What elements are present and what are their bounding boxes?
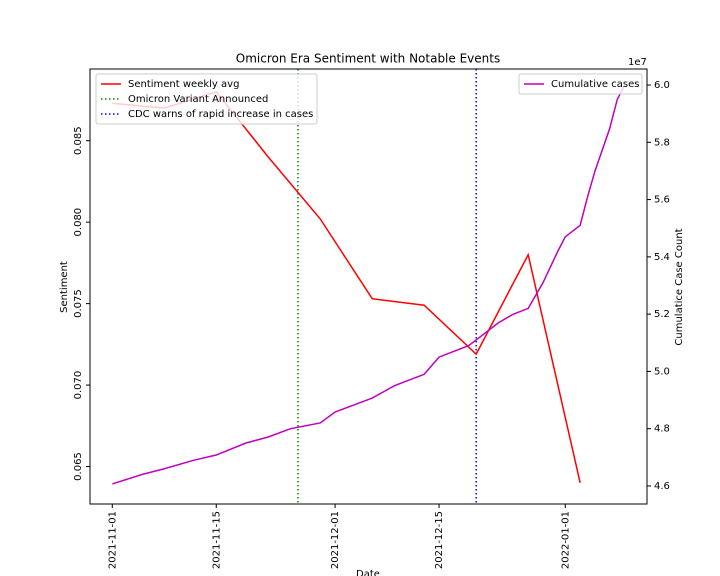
- legend-box: [518, 73, 643, 95]
- y-tick-label: 0.070: [73, 371, 84, 400]
- y2-axis-label: Cumulatice Case Count: [674, 228, 685, 345]
- legend-label: CDC warns of rapid increase in cases: [128, 109, 313, 120]
- x-tick-label: 2022-01-01: [560, 511, 571, 569]
- y-tick-label: 0.075: [73, 289, 84, 318]
- y-tick-label: 0.085: [73, 126, 84, 155]
- legend-label: Cumulative cases: [551, 79, 639, 90]
- y2-tick-label: 4.8: [654, 424, 670, 435]
- y2-tick-label: 4.6: [654, 481, 670, 492]
- y2-tick-label: 5.0: [654, 366, 670, 377]
- chart-title: Omicron Era Sentiment with Notable Event…: [236, 52, 500, 66]
- y2-tick-label: 5.6: [654, 195, 670, 206]
- legend-box: [95, 73, 318, 125]
- y2-tick-label: 5.2: [654, 309, 670, 320]
- x-tick-label: 2021-12-01: [330, 511, 341, 569]
- y-axis-label: Sentiment: [59, 261, 70, 313]
- plot-frame: [89, 68, 648, 505]
- y-tick-label: 0.065: [73, 452, 84, 481]
- x-tick-label: 2021-12-15: [434, 511, 445, 569]
- y2-tick-label: 5.8: [654, 137, 670, 148]
- y2-tick-label: 5.4: [654, 252, 670, 263]
- series-line: [112, 84, 626, 485]
- legend-label: Sentiment weekly avg: [128, 79, 239, 90]
- x-tick-label: 2021-11-01: [107, 511, 118, 569]
- legend-label: Omicron Variant Announced: [128, 94, 268, 105]
- y-tick-label: 0.080: [73, 208, 84, 237]
- x-tick-label: 2021-11-15: [211, 511, 222, 569]
- x-axis-label: Date: [356, 569, 380, 576]
- y2-tick-label: 6.0: [654, 80, 670, 91]
- y2-offset: 1e7: [628, 57, 647, 68]
